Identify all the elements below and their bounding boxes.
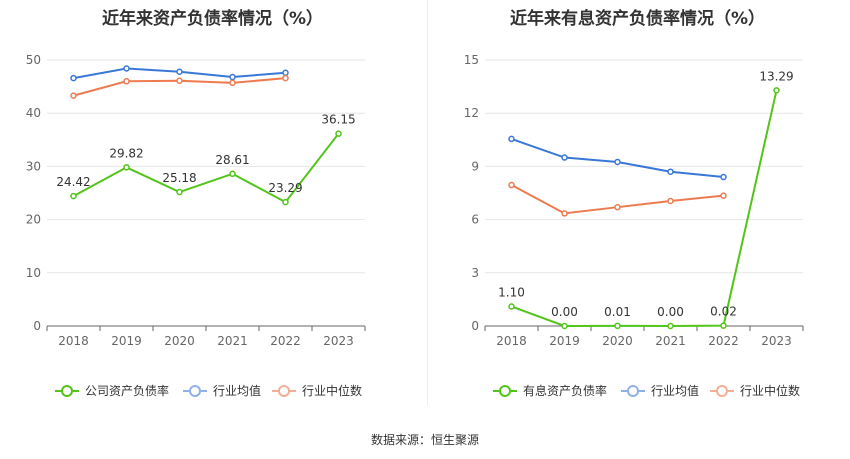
data-point: [229, 79, 236, 87]
chart-panel-debt-ratio: 近年来资产负债率情况（%） 0 10 20 30 40 50 2018 2019 2020 202…: [0, 0, 425, 410]
y-tick-label: 3: [471, 266, 479, 280]
data-point: [720, 192, 727, 199]
legend-label: 行业中位数: [740, 383, 800, 398]
y-tick-label: 6: [471, 213, 479, 227]
data-point: [123, 78, 130, 85]
chart-panel-interest-debt-ratio: 近年来有息资产负债率情况（%） 0 3 6 9 12 15 2018 2019 2020 2021…: [425, 0, 850, 410]
data-point: [508, 303, 515, 310]
data-point: [667, 168, 674, 175]
legend-label: 行业均值: [213, 383, 261, 398]
data-label: 24.42: [56, 175, 90, 189]
data-point: [123, 164, 130, 171]
legend-label: 有息资产负债率: [523, 383, 607, 398]
x-tick-label: 2021: [655, 334, 686, 348]
data-point: [667, 322, 674, 330]
legend-label: 行业均值: [651, 383, 699, 398]
y-tick-label: 20: [26, 213, 41, 227]
y-tick-label: 12: [464, 106, 479, 120]
series-line: [73, 133, 340, 204]
data-label: 0.00: [551, 305, 578, 319]
data-point: [561, 210, 568, 217]
x-tick-label: 2019: [549, 334, 580, 348]
data-point: [229, 73, 236, 81]
x-tick-label: 2020: [164, 334, 195, 348]
x-tick-label: 2023: [323, 334, 354, 348]
data-label: 0.02: [710, 305, 737, 319]
chart-title: 近年来有息资产负债率情况（%）: [509, 9, 766, 29]
chart-svg-debt-ratio: 0 10 20 30 40 50 2018 2019 2020 2021 2022 2023 24.42…: [26, 53, 366, 398]
data-label: 36.15: [321, 113, 355, 127]
x-tick-label: 2019: [111, 334, 142, 348]
data-label: 0.00: [657, 305, 684, 319]
data-point: [282, 198, 289, 206]
y-tick-label: 10: [26, 266, 41, 280]
data-label: 25.18: [162, 171, 196, 185]
y-tick-label: 15: [464, 53, 479, 67]
y-tick-label: 0: [471, 319, 479, 333]
x-tick-label: 2018: [58, 334, 89, 348]
legend-swatch-marker: [716, 385, 728, 397]
data-point: [773, 87, 780, 94]
panel-divider: [427, 0, 428, 405]
legend-label: 公司资产负债率: [85, 383, 169, 398]
legend-swatch-marker: [499, 385, 511, 397]
data-point: [176, 188, 183, 196]
x-tick-label: 2020: [602, 334, 633, 348]
data-point: [70, 74, 77, 82]
data-point: [282, 69, 289, 77]
series-line: [511, 137, 724, 179]
y-tick-label: 30: [26, 159, 41, 173]
data-point: [561, 322, 568, 330]
data-point: [70, 92, 77, 99]
chart-title: 近年来资产负债率情况（%）: [101, 9, 324, 29]
data-label: 13.29: [759, 69, 793, 83]
data-label: 0.01: [604, 305, 631, 319]
data-point: [282, 74, 289, 82]
data-point: [70, 192, 77, 200]
data-point: [614, 203, 621, 211]
legend-label: 行业中位数: [302, 383, 362, 398]
data-point: [508, 181, 515, 189]
data-label: 28.61: [215, 153, 249, 167]
x-tick-label: 2022: [270, 334, 301, 348]
data-point: [229, 170, 236, 178]
data-label: 29.82: [109, 146, 143, 160]
legend-swatch-marker: [189, 385, 201, 397]
series-line: [511, 90, 778, 328]
x-tick-label: 2023: [761, 334, 792, 348]
x-tick-label: 2021: [217, 334, 248, 348]
data-point: [335, 130, 342, 137]
data-point: [614, 158, 621, 166]
data-source-footer: 数据来源：恒生聚源: [370, 433, 479, 447]
data-point: [720, 322, 727, 329]
data-point: [667, 197, 674, 205]
data-point: [561, 154, 568, 161]
data-label: 1.10: [498, 285, 525, 299]
x-tick-label: 2022: [708, 334, 739, 348]
y-tick-label: 9: [471, 159, 479, 173]
data-point: [614, 322, 621, 330]
legend-swatch-marker: [627, 385, 639, 397]
data-label: 23.29: [268, 181, 302, 195]
legend-swatch-marker: [61, 385, 73, 397]
data-point: [508, 135, 515, 143]
data-point: [123, 65, 130, 72]
y-tick-label: 0: [33, 319, 41, 333]
chart-svg-interest-debt-ratio: 0 3 6 9 12 15 2018 2019 2020 2021 2022 2023 1.10 0.00…: [464, 53, 804, 398]
data-point: [176, 77, 183, 84]
y-tick-label: 50: [26, 53, 41, 67]
y-tick-label: 40: [26, 106, 41, 120]
x-tick-label: 2018: [496, 334, 527, 348]
data-point: [720, 173, 727, 181]
legend-swatch-marker: [278, 385, 290, 397]
data-point: [176, 68, 183, 75]
